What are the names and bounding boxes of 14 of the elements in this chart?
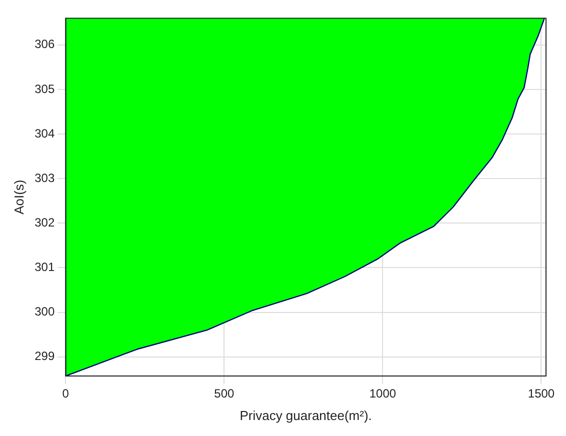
y-tick-label: 302 xyxy=(34,215,55,230)
y-tick-label: 305 xyxy=(34,82,55,96)
x-tick-label: 1000 xyxy=(369,386,396,401)
x-tick-label: 0 xyxy=(62,386,70,401)
y-tick-label: 299 xyxy=(34,349,55,364)
y-tick-label: 306 xyxy=(34,37,55,52)
y-axis-title: AoI(s) xyxy=(11,180,26,214)
y-tick-label: 304 xyxy=(34,126,55,140)
x-tick-label: 500 xyxy=(214,386,234,401)
y-tick-label: 301 xyxy=(34,260,55,274)
x-tick-label: 1500 xyxy=(528,386,555,401)
x-axis-title: Privacy guarantee(m²). xyxy=(240,408,372,423)
y-tick-label: 300 xyxy=(34,304,55,319)
y-tick-label: 303 xyxy=(34,170,55,185)
